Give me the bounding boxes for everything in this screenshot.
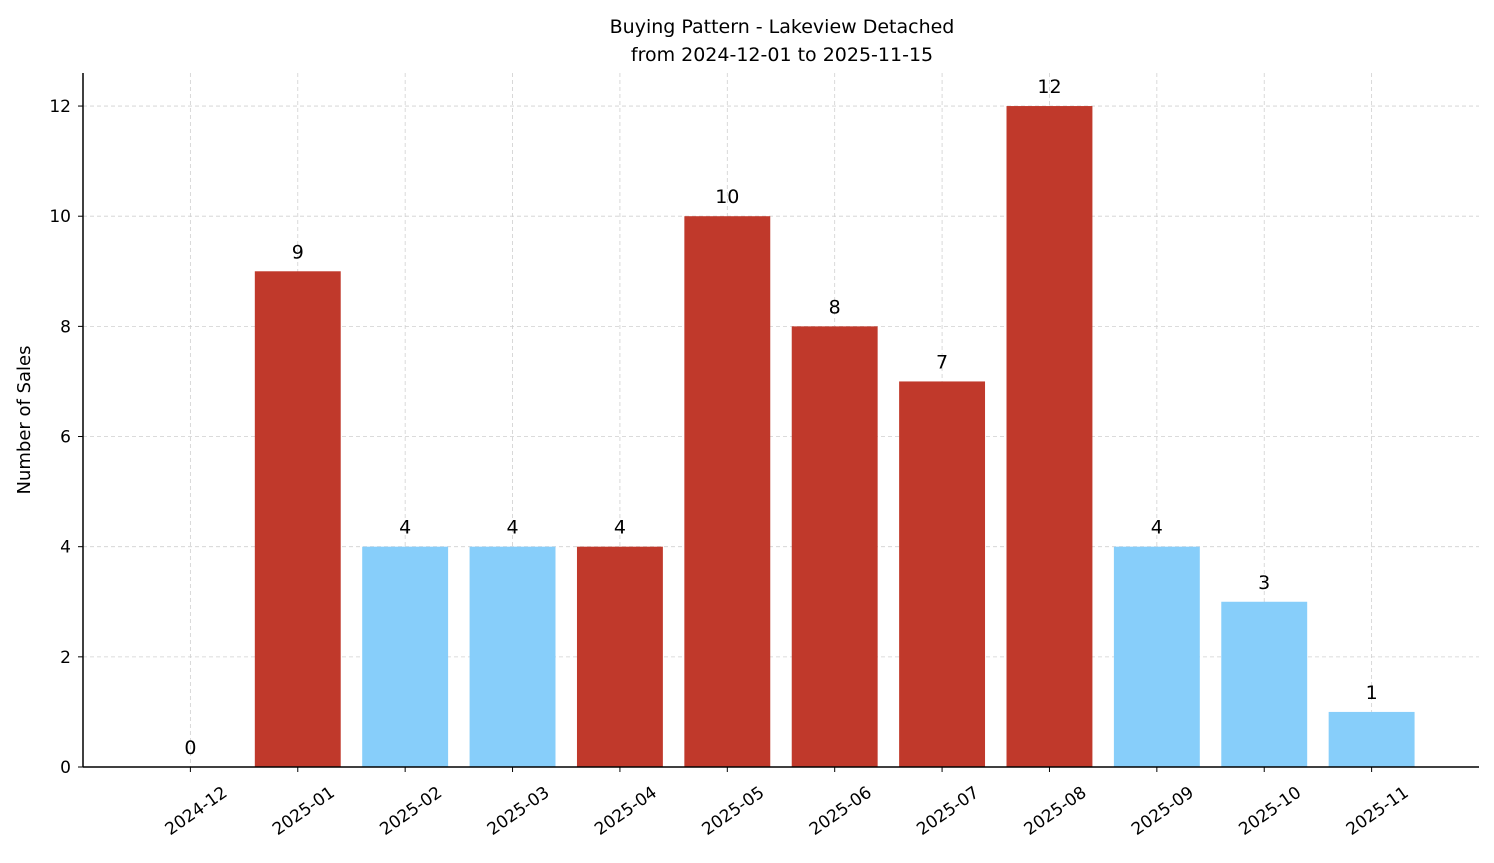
bar [684, 216, 771, 767]
bar [791, 326, 878, 767]
value-label: 10 [715, 186, 739, 208]
value-label: 0 [184, 737, 196, 759]
bar [899, 381, 986, 767]
y-tick-label: 12 [49, 97, 71, 117]
y-tick-label: 0 [60, 758, 71, 778]
bar [1221, 601, 1308, 767]
x-tick-label: 2025-11 [1343, 783, 1413, 840]
value-label: 1 [1366, 682, 1378, 704]
value-label: 8 [829, 296, 841, 318]
x-tick-label: 2025-07 [913, 783, 983, 840]
value-label: 9 [292, 241, 304, 263]
x-tick-label: 2024-12 [162, 783, 232, 840]
chart-title: Buying Pattern - Lakeview Detached [610, 16, 955, 38]
y-tick-label: 6 [60, 428, 71, 448]
x-tick-label: 2025-06 [806, 783, 876, 840]
bar [1006, 106, 1093, 768]
x-tick-label: 2025-09 [1128, 783, 1198, 840]
x-tick-label: 2025-01 [269, 783, 339, 840]
y-tick-label: 8 [60, 317, 71, 337]
bar [1328, 711, 1415, 767]
bar [576, 546, 663, 767]
value-label: 4 [1151, 517, 1163, 539]
bar [1113, 546, 1200, 767]
x-tick-label: 2025-04 [591, 783, 661, 840]
x-tick-label: 2025-05 [699, 783, 769, 840]
y-axis-label: Number of Sales [14, 345, 35, 494]
x-tick-label: 2025-08 [1021, 783, 1091, 840]
value-label: 4 [506, 517, 518, 539]
value-label: 12 [1037, 76, 1061, 98]
y-tick-label: 10 [49, 207, 71, 227]
value-label: 4 [614, 517, 626, 539]
bar [254, 271, 341, 767]
x-tick-label: 2025-03 [484, 783, 554, 840]
value-label: 3 [1258, 572, 1270, 594]
x-tick-label: 2025-10 [1235, 783, 1305, 840]
bar [469, 546, 556, 767]
chart-subtitle: from 2024-12-01 to 2025-11-15 [631, 44, 933, 66]
x-tick-label: 2025-02 [376, 783, 446, 840]
value-label: 7 [936, 351, 948, 373]
bar [362, 546, 449, 767]
value-label: 4 [399, 517, 411, 539]
y-tick-label: 2 [60, 648, 71, 668]
y-tick-label: 4 [60, 538, 71, 558]
